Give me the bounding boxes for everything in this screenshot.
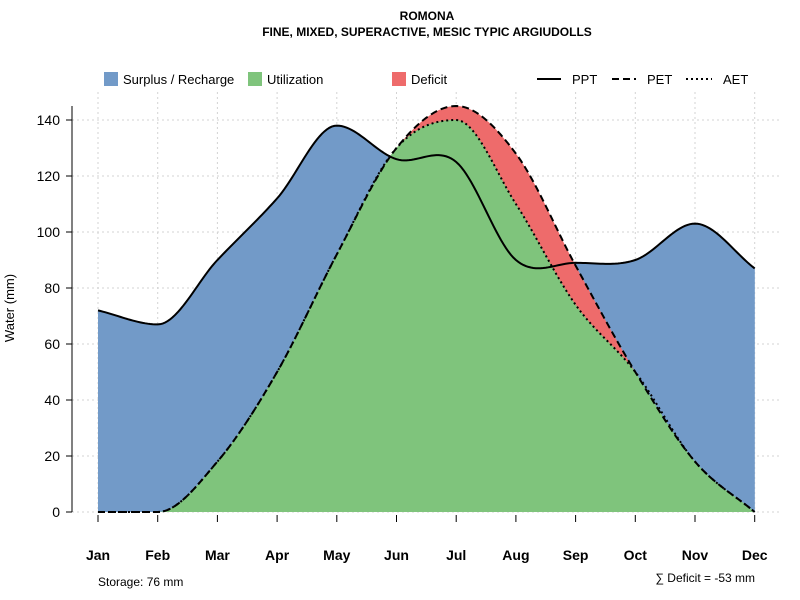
legend-label-aet: AET xyxy=(723,72,748,87)
x-tick-label: Dec xyxy=(742,547,768,563)
y-tick-label: 80 xyxy=(44,280,60,296)
x-tick-label: Aug xyxy=(502,547,529,563)
axes: 0 20 40 60 80 100 120 140 Jan Feb Mar Apr May Jun Jul A… xyxy=(37,106,768,563)
chart-title: ROMONA xyxy=(400,9,455,23)
chart-subtitle: FINE, MIXED, SUPERACTIVE, MESIC TYPIC AR… xyxy=(262,25,592,39)
y-tick-label: 100 xyxy=(37,224,61,240)
ppt-line xyxy=(97,124,756,326)
legend-swatch-surplus xyxy=(104,72,118,86)
x-tick-label: Apr xyxy=(265,547,290,563)
surplus-above-pet-area xyxy=(98,125,755,512)
x-tick-label: Oct xyxy=(624,547,648,563)
x-tick-label: Nov xyxy=(682,547,709,563)
x-tick-label: Mar xyxy=(205,547,230,563)
pet-line xyxy=(98,104,756,513)
x-tick-label: Jan xyxy=(86,547,110,563)
legend-label-utilization: Utilization xyxy=(267,72,323,87)
legend-swatch-utilization xyxy=(248,72,262,86)
x-tick-label: Jul xyxy=(446,547,466,563)
utilization-area-top xyxy=(98,120,755,512)
storage-annotation: Storage: 76 mm xyxy=(98,575,183,589)
y-tick-label: 20 xyxy=(44,448,60,464)
legend-label-deficit: Deficit xyxy=(411,72,448,87)
area-fills xyxy=(98,106,755,512)
y-tick-label: 140 xyxy=(37,112,61,128)
legend-label-surplus: Surplus / Recharge xyxy=(123,72,234,87)
y-tick-label: 0 xyxy=(52,504,60,520)
y-tick-label: 120 xyxy=(37,168,61,184)
y-axis-label: Water (mm) xyxy=(2,274,17,342)
legend-label-ppt: PPT xyxy=(572,72,597,87)
y-tick-label: 40 xyxy=(44,392,60,408)
x-tick-label: Sep xyxy=(563,547,589,563)
x-tick-label: Feb xyxy=(145,547,170,563)
legend-swatch-deficit xyxy=(392,72,406,86)
legend-label-pet: PET xyxy=(647,72,672,87)
y-tick-label: 60 xyxy=(44,336,60,352)
deficit-annotation: ∑ Deficit = -53 mm xyxy=(655,571,755,585)
x-tick-label: Jun xyxy=(384,547,409,563)
series-lines xyxy=(97,104,756,513)
legend: Surplus / Recharge Utilization Deficit P… xyxy=(104,72,748,87)
x-tick-label: May xyxy=(323,547,350,563)
